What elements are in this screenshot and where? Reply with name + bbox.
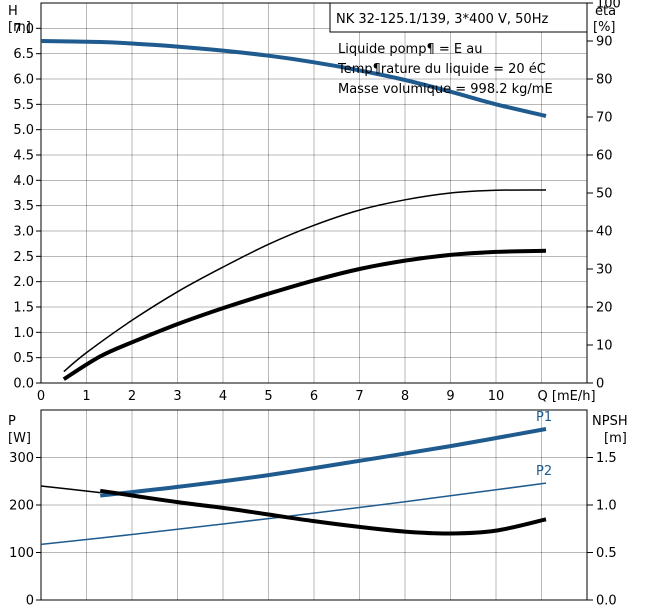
x-tick-label: 5 bbox=[264, 389, 272, 404]
left-tick-label: 3.0 bbox=[13, 225, 34, 240]
left-tick-label: 0 bbox=[26, 594, 34, 609]
x-tick-label: 8 bbox=[401, 389, 409, 404]
x-tick-label: 7 bbox=[355, 389, 363, 404]
right-tick-label: 0.0 bbox=[596, 594, 617, 609]
p-axis-label: P bbox=[8, 414, 16, 429]
left-tick-label: 7.0 bbox=[13, 22, 34, 37]
left-tick-label: 100 bbox=[9, 546, 34, 561]
right-tick-label: 60 bbox=[596, 149, 613, 164]
right-tick-label: 30 bbox=[596, 263, 613, 278]
right-tick-label: 20 bbox=[596, 301, 613, 316]
npsh-axis-unit: [m] bbox=[604, 431, 627, 446]
curve-layer: P1 P2 bbox=[40, 39, 552, 546]
right-tick-label: 0 bbox=[596, 377, 604, 392]
left-tick-label: 1.5 bbox=[13, 301, 34, 316]
left-tick-label: 0.5 bbox=[13, 351, 34, 366]
tick-layer: 0.0 0.5 1.0 1.5 2.0 2.5 3.0 3.5 4.0 4.5 5.0 5.5 6.0 6… bbox=[9, 0, 621, 609]
right-tick-label: 40 bbox=[596, 225, 613, 240]
left-tick-label: 1.0 bbox=[13, 326, 34, 341]
right-tick-label: 50 bbox=[596, 187, 613, 202]
right-tick-label: 1.5 bbox=[596, 451, 617, 466]
left-tick-label: 200 bbox=[9, 499, 34, 514]
x-tick-label: 9 bbox=[446, 389, 454, 404]
curve-line bbox=[99, 427, 547, 498]
x-tick-label: Q [mE/h] bbox=[538, 389, 596, 404]
info-box bbox=[329, 2, 588, 33]
curve-line bbox=[99, 488, 547, 536]
right-tick-label: 80 bbox=[596, 73, 613, 88]
right-tick-label: 70 bbox=[596, 111, 613, 126]
left-tick-label: 4.0 bbox=[13, 174, 34, 189]
left-tick-label: 5.0 bbox=[13, 123, 34, 138]
left-tick-label: 3.5 bbox=[13, 199, 34, 214]
curve-line bbox=[40, 482, 547, 546]
x-tick-label: 1 bbox=[82, 389, 90, 404]
curve-line bbox=[40, 485, 101, 494]
right-tick-label: 90 bbox=[596, 35, 613, 50]
right-tick-label: 10 bbox=[596, 339, 613, 354]
series-label: P2 bbox=[536, 464, 552, 479]
x-tick-label: 6 bbox=[310, 389, 318, 404]
right-tick-label: 0.5 bbox=[596, 546, 617, 561]
left-tick-label: 6.5 bbox=[13, 47, 34, 62]
right-tick-label: 100 bbox=[596, 0, 621, 12]
left-tick-label: 2.5 bbox=[13, 250, 34, 265]
left-tick-label: 300 bbox=[9, 451, 34, 466]
x-tick-label: 0 bbox=[37, 389, 45, 404]
x-tick-label: 2 bbox=[128, 389, 136, 404]
curve-line bbox=[62, 248, 547, 381]
npsh-axis-label: NPSH bbox=[592, 414, 628, 429]
x-tick-label: 3 bbox=[173, 389, 181, 404]
right-tick-label: 1.0 bbox=[596, 499, 617, 514]
info-title: NK 32-125.1/139, 3*400 V, 50Hz bbox=[336, 12, 548, 27]
p-axis-unit: [W] bbox=[8, 431, 31, 446]
x-tick-label: 10 bbox=[488, 389, 505, 404]
curve-line bbox=[63, 189, 547, 373]
left-tick-label: 0.0 bbox=[13, 377, 34, 392]
curve-line bbox=[40, 39, 547, 118]
x-tick-label: 4 bbox=[219, 389, 227, 404]
info-line-density: Masse volumique = 998.2 kg/mE bbox=[338, 82, 553, 97]
info-line-liquid: Liquide pomp¶ = E au bbox=[338, 42, 482, 57]
h-axis-label: H bbox=[8, 4, 18, 19]
eta-axis-unit: [%] bbox=[593, 20, 616, 35]
series-label: P1 bbox=[536, 410, 552, 425]
eta-axis-label: eta bbox=[595, 4, 616, 19]
h-axis-unit: [m] bbox=[8, 20, 31, 35]
info-line-temperature: Temp¶rature du liquide = 20 éC bbox=[337, 62, 546, 77]
left-tick-label: 2.0 bbox=[13, 275, 34, 290]
left-tick-label: 6.0 bbox=[13, 73, 34, 88]
left-tick-label: 4.5 bbox=[13, 149, 34, 164]
left-tick-label: 5.5 bbox=[13, 98, 34, 113]
